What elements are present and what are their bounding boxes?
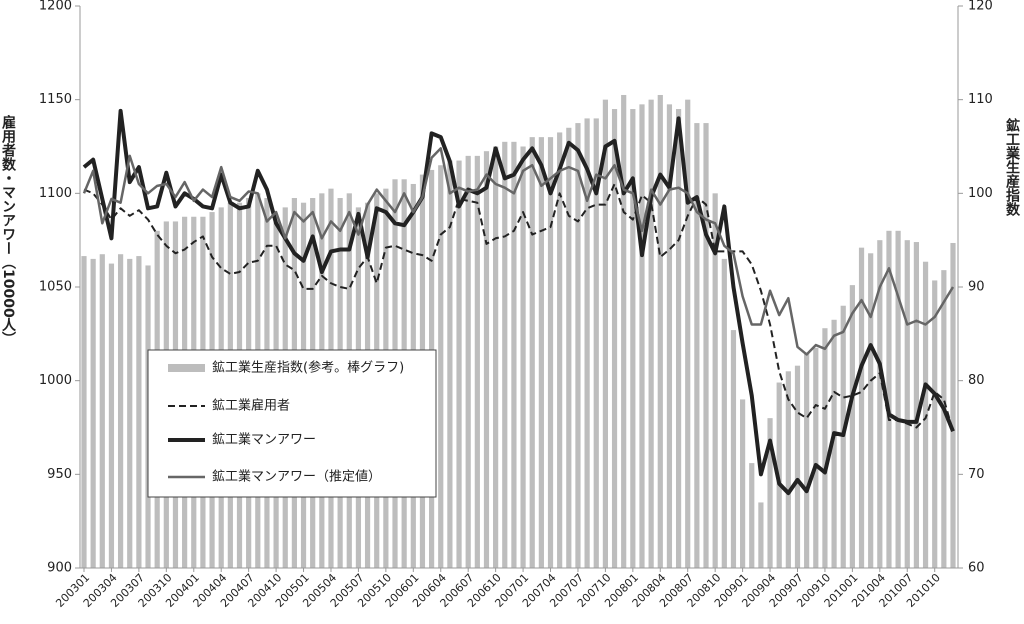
legend-label: 鉱工業マンアワー（推定値） bbox=[212, 469, 381, 485]
legend-label: 鉱工業生産指数(参考。棒グラフ) bbox=[212, 360, 404, 376]
y2-tick-label: 80 bbox=[968, 373, 985, 388]
bar bbox=[438, 165, 444, 568]
legend-label: 鉱工業雇用者 bbox=[212, 398, 290, 414]
bar bbox=[593, 118, 599, 569]
bar bbox=[877, 240, 883, 568]
bar bbox=[749, 463, 755, 568]
bar bbox=[675, 109, 682, 569]
bar bbox=[483, 151, 490, 568]
bar bbox=[584, 118, 590, 569]
bar bbox=[117, 254, 124, 568]
bar bbox=[557, 132, 563, 568]
bar bbox=[712, 193, 718, 569]
bar bbox=[99, 254, 105, 568]
y-tick-label: 1000 bbox=[39, 373, 72, 388]
bar bbox=[685, 99, 691, 569]
bar bbox=[858, 247, 865, 568]
y-tick-label: 1100 bbox=[39, 186, 72, 201]
bar bbox=[511, 141, 517, 569]
legend-label: 鉱工業マンアワー bbox=[212, 432, 316, 448]
y-tick-label: 1050 bbox=[39, 280, 72, 295]
bar bbox=[740, 399, 746, 568]
bar bbox=[941, 270, 947, 568]
bar bbox=[602, 99, 608, 569]
bar bbox=[621, 94, 627, 568]
bar bbox=[447, 160, 453, 569]
bar bbox=[108, 263, 115, 568]
bar bbox=[895, 230, 901, 569]
bar bbox=[666, 104, 673, 568]
bar bbox=[648, 99, 654, 569]
line bbox=[82, 147, 955, 356]
bar bbox=[922, 261, 929, 568]
bar bbox=[703, 123, 709, 568]
bar bbox=[529, 137, 535, 568]
bar bbox=[611, 109, 618, 569]
bar bbox=[730, 330, 737, 568]
bar bbox=[950, 242, 956, 568]
bar bbox=[758, 502, 764, 568]
bar bbox=[493, 146, 499, 568]
bar bbox=[822, 328, 828, 568]
y2-tick-label: 70 bbox=[968, 467, 985, 482]
line bbox=[82, 108, 955, 496]
bar bbox=[721, 258, 727, 568]
legend-swatch bbox=[168, 364, 205, 372]
line bbox=[83, 182, 954, 432]
y2-tick-label: 90 bbox=[968, 280, 985, 295]
bar bbox=[794, 365, 801, 568]
bar bbox=[657, 94, 663, 568]
y-tick-label: 1200 bbox=[39, 0, 72, 14]
bar bbox=[849, 285, 855, 568]
bar bbox=[538, 137, 544, 568]
bar bbox=[804, 352, 810, 568]
bar bbox=[639, 104, 645, 568]
bar bbox=[831, 319, 837, 568]
y-tick-label: 900 bbox=[47, 561, 72, 576]
legend-box bbox=[147, 349, 437, 498]
bar bbox=[456, 160, 462, 569]
y2-tick-label: 100 bbox=[968, 186, 993, 201]
bar bbox=[630, 109, 636, 569]
bar bbox=[81, 256, 87, 568]
y2-tick-label: 120 bbox=[968, 0, 993, 14]
bar bbox=[886, 230, 892, 569]
bar bbox=[932, 280, 938, 568]
bar bbox=[502, 141, 508, 569]
y-tick-label: 1150 bbox=[39, 92, 72, 107]
bar bbox=[913, 242, 920, 569]
y2-tick-label: 110 bbox=[968, 92, 993, 107]
bar bbox=[520, 146, 526, 568]
y2-axis-label: 鉱工業生産指数 bbox=[1004, 117, 1021, 217]
bar bbox=[127, 258, 133, 568]
bar bbox=[785, 371, 791, 568]
bar bbox=[474, 155, 480, 568]
bar bbox=[566, 127, 572, 569]
bar bbox=[813, 347, 819, 568]
bar bbox=[547, 137, 554, 568]
bar bbox=[904, 240, 910, 568]
bar bbox=[136, 256, 142, 568]
y-axis-label: 雇用者数・マンアワー（10000人） bbox=[0, 114, 17, 345]
y-tick-label: 950 bbox=[47, 467, 72, 482]
y2-tick-label: 60 bbox=[968, 561, 985, 576]
bar bbox=[694, 123, 700, 568]
bar bbox=[465, 155, 471, 568]
bar bbox=[868, 253, 874, 568]
bar bbox=[90, 258, 96, 568]
bar bbox=[575, 123, 581, 568]
bar bbox=[767, 418, 773, 568]
